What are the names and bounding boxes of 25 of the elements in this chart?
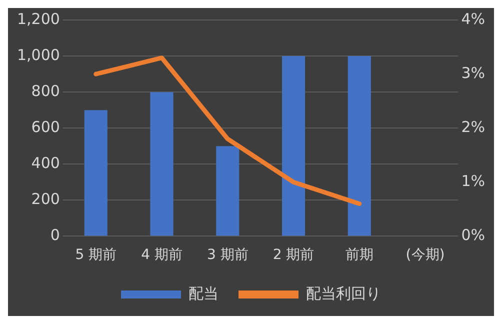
y-tick-label: 200 xyxy=(31,190,60,208)
bar xyxy=(150,92,174,236)
bar xyxy=(216,146,240,236)
x-tick-label: 2 期前 xyxy=(272,247,314,264)
x-tick-label: 前期 xyxy=(345,247,374,264)
x-tick-label: 3 期前 xyxy=(206,247,248,264)
x-tick-label: 4 期前 xyxy=(141,247,182,264)
x-tick-label: (今期) xyxy=(406,247,445,264)
bar xyxy=(84,110,108,236)
y2-tick-label: 4% xyxy=(461,10,485,28)
y2-tick-label: 1% xyxy=(461,172,485,190)
y-tick-label: 0 xyxy=(50,226,60,244)
legend-label: 配当 xyxy=(188,284,218,302)
y-tick-label: 400 xyxy=(31,154,60,172)
y-tick-label: 1,200 xyxy=(16,10,60,28)
bar xyxy=(282,56,306,236)
legend-label: 配当利回り xyxy=(306,284,381,302)
y-tick-label: 800 xyxy=(31,82,60,100)
y2-tick-label: 3% xyxy=(461,64,485,82)
y-tick-label: 1,000 xyxy=(16,46,60,64)
x-tick-label: 5 期前 xyxy=(75,247,117,264)
bar xyxy=(348,56,371,236)
y-tick-label: 600 xyxy=(31,118,60,136)
y2-tick-label: 0% xyxy=(461,226,485,244)
y2-tick-label: 2% xyxy=(461,118,485,136)
